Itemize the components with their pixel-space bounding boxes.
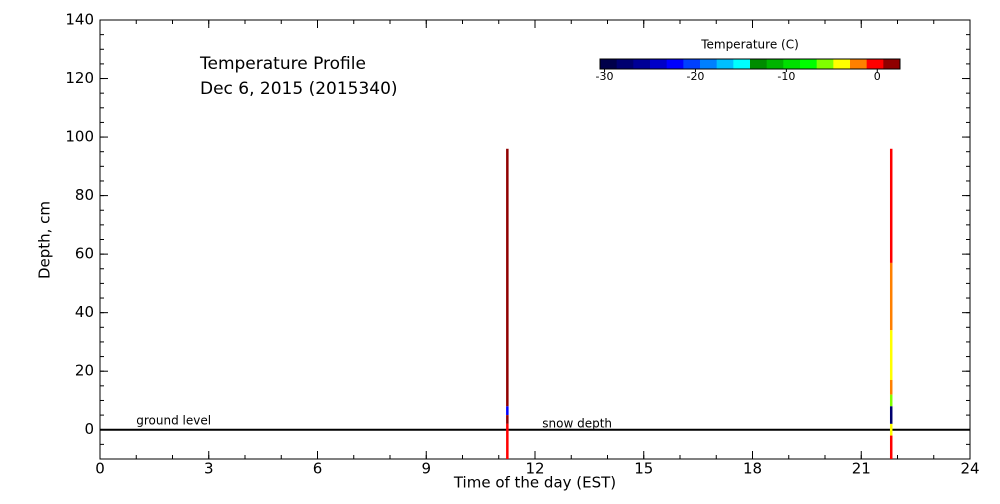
colorbar-cell <box>700 59 718 69</box>
colorbar-cell <box>883 59 901 69</box>
colorbar-cell <box>783 59 801 69</box>
profile-segment <box>889 379 893 395</box>
profile-segment <box>889 394 893 407</box>
x-tick-label: 0 <box>95 460 105 478</box>
profile-segment <box>889 330 893 380</box>
y-tick-label: 100 <box>65 128 94 146</box>
y-tick-label: 140 <box>65 11 94 29</box>
colorbar-cell <box>666 59 684 69</box>
colorbar-label: Temperature (C) <box>700 38 799 52</box>
colorbar-frame <box>599 58 901 70</box>
title-line: Dec 6, 2015 (2015340) <box>200 79 398 99</box>
profile-segment <box>506 406 509 416</box>
profile-segment <box>506 415 509 424</box>
colorbar-cell <box>716 59 734 69</box>
colorbar-cell <box>600 59 618 69</box>
x-tick-label: 15 <box>634 460 653 478</box>
y-tick-label: 20 <box>75 362 94 380</box>
colorbar-cell <box>683 59 701 69</box>
colorbar-cell <box>816 59 834 69</box>
colorbar-cell <box>616 59 634 69</box>
x-tick-label: 24 <box>960 460 979 478</box>
profile-segment <box>889 423 893 436</box>
profile-segment <box>889 406 893 424</box>
colorbar-cell <box>733 59 751 69</box>
profile-segment <box>889 148 893 263</box>
y-tick-label: 40 <box>75 303 94 321</box>
y-tick-label: 120 <box>65 69 94 87</box>
annotation: ground level <box>136 413 211 427</box>
x-tick-label: 21 <box>852 460 871 478</box>
x-tick-label: 9 <box>421 460 431 478</box>
colorbar-cell <box>633 59 651 69</box>
y-tick-label: 80 <box>75 186 94 204</box>
y-tick-label: 60 <box>75 245 94 263</box>
profile-segment <box>889 262 893 331</box>
colorbar-cell <box>750 59 768 69</box>
colorbar-tick-label: -20 <box>686 70 704 83</box>
x-tick-label: 3 <box>204 460 214 478</box>
annotation: snow depth <box>542 416 612 430</box>
colorbar-tick-label: 0 <box>874 70 881 83</box>
colorbar-tick-label: -10 <box>777 70 795 83</box>
x-tick-label: 18 <box>743 460 762 478</box>
profile-segment <box>506 148 509 407</box>
profile-segment <box>506 423 509 459</box>
colorbar-cell <box>833 59 851 69</box>
colorbar-tick-label: -30 <box>596 70 614 83</box>
colorbar-cell <box>766 59 784 69</box>
title-line: Temperature Profile <box>199 54 366 74</box>
colorbar-cell <box>650 59 668 69</box>
profile-segment <box>889 435 893 459</box>
x-axis-label: Time of the day (EST) <box>453 474 616 492</box>
y-axis-label: Depth, cm <box>36 201 54 279</box>
x-tick-label: 12 <box>525 460 544 478</box>
colorbar-cell <box>866 59 884 69</box>
colorbar-cell <box>850 59 868 69</box>
colorbar-cell <box>800 59 818 69</box>
x-tick-label: 6 <box>313 460 323 478</box>
y-tick-label: 0 <box>84 420 94 438</box>
